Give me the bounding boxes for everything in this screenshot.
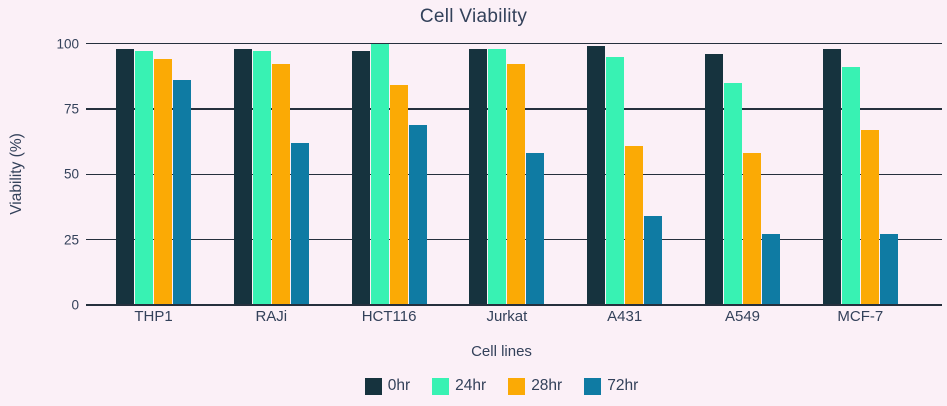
- y-axis: 0 25 50 75 100: [0, 36, 79, 313]
- plot-area: [86, 42, 942, 306]
- gridline-100: [86, 42, 942, 45]
- bar-24hr-hct116: [370, 43, 389, 305]
- legend-label-24hr: 24hr: [455, 377, 487, 394]
- bar-24hr-a431: [606, 56, 625, 305]
- legend-item-0hr: 0hr: [364, 377, 411, 395]
- legend-swatch-0hr: [364, 377, 382, 395]
- legend-swatch-72hr: [584, 377, 602, 395]
- bar-28hr-thp1: [154, 59, 172, 305]
- x-tick-label-a431: A431: [607, 308, 643, 325]
- x-tick-label-raji: RAJi: [255, 308, 288, 325]
- bar-group-hct116: [351, 43, 427, 305]
- bar-28hr-a549: [743, 153, 761, 305]
- bar-28hr-jurkat: [507, 64, 526, 305]
- bar-24hr-raji: [252, 51, 271, 305]
- bar-0hr-hct116: [351, 51, 370, 305]
- x-tick-label-jurkat: Jurkat: [486, 308, 528, 325]
- y-tick-label-50: 50: [63, 166, 79, 182]
- bar-24hr-jurkat: [488, 48, 507, 305]
- bar-group-thp1: [116, 44, 191, 305]
- bar-group-a431: [587, 44, 663, 305]
- x-tick-label-thp1: THP1: [134, 308, 173, 325]
- x-axis-title: Cell lines: [471, 343, 532, 360]
- bar-0hr-a431: [587, 46, 606, 305]
- x-tick-label-hct116: HCT116: [361, 308, 417, 325]
- bar-72hr-raji: [290, 142, 309, 305]
- gridline-0: [86, 304, 942, 306]
- y-tick-label-75: 75: [63, 101, 79, 117]
- legend-label-0hr: 0hr: [387, 377, 411, 394]
- chart-title: Cell Viability: [419, 6, 528, 27]
- bar-28hr-a431: [625, 145, 644, 305]
- x-axis-labels: THP1 RAJi HCT116 Jurkat A431 A549 MCF-7: [86, 308, 942, 330]
- legend-label-28hr: 28hr: [531, 377, 563, 394]
- bar-72hr-mcf-7: [879, 234, 898, 305]
- legend: 0hr 24hr 28hr 72hr: [0, 377, 947, 395]
- x-tick-label-a549: A549: [724, 308, 761, 325]
- bar-0hr-mcf-7: [822, 48, 841, 305]
- legend-swatch-24hr: [432, 377, 450, 395]
- y-tick-label-25: 25: [63, 232, 79, 248]
- bar-24hr-thp1: [135, 51, 153, 305]
- legend-item-72hr: 72hr: [584, 377, 638, 395]
- y-tick-label-100: 100: [56, 36, 79, 51]
- legend-swatch-28hr: [508, 377, 526, 395]
- x-tick-label-mcf-7: MCF-7: [837, 308, 884, 325]
- bar-24hr-a549: [724, 82, 742, 305]
- bar-28hr-mcf-7: [860, 129, 879, 305]
- bar-28hr-hct116: [389, 85, 408, 305]
- bar-0hr-a549: [705, 53, 723, 305]
- bar-group-mcf-7: [822, 44, 898, 305]
- bar-0hr-jurkat: [469, 48, 488, 305]
- bar-72hr-a431: [644, 216, 663, 305]
- bar-72hr-thp1: [173, 80, 191, 305]
- bar-72hr-hct116: [408, 124, 427, 305]
- bar-0hr-raji: [233, 48, 252, 305]
- bar-24hr-mcf-7: [841, 67, 860, 305]
- bar-group-raji: [233, 44, 309, 305]
- legend-label-72hr: 72hr: [607, 377, 639, 394]
- bar-group-a549: [705, 44, 780, 305]
- bar-group-jurkat: [469, 44, 545, 305]
- bar-0hr-thp1: [116, 48, 134, 305]
- bar-28hr-raji: [271, 64, 290, 305]
- legend-item-28hr: 28hr: [508, 377, 562, 395]
- y-tick-label-0: 0: [71, 297, 79, 313]
- bar-72hr-a549: [762, 234, 780, 305]
- legend-item-24hr: 24hr: [432, 377, 486, 395]
- bar-72hr-jurkat: [526, 153, 545, 305]
